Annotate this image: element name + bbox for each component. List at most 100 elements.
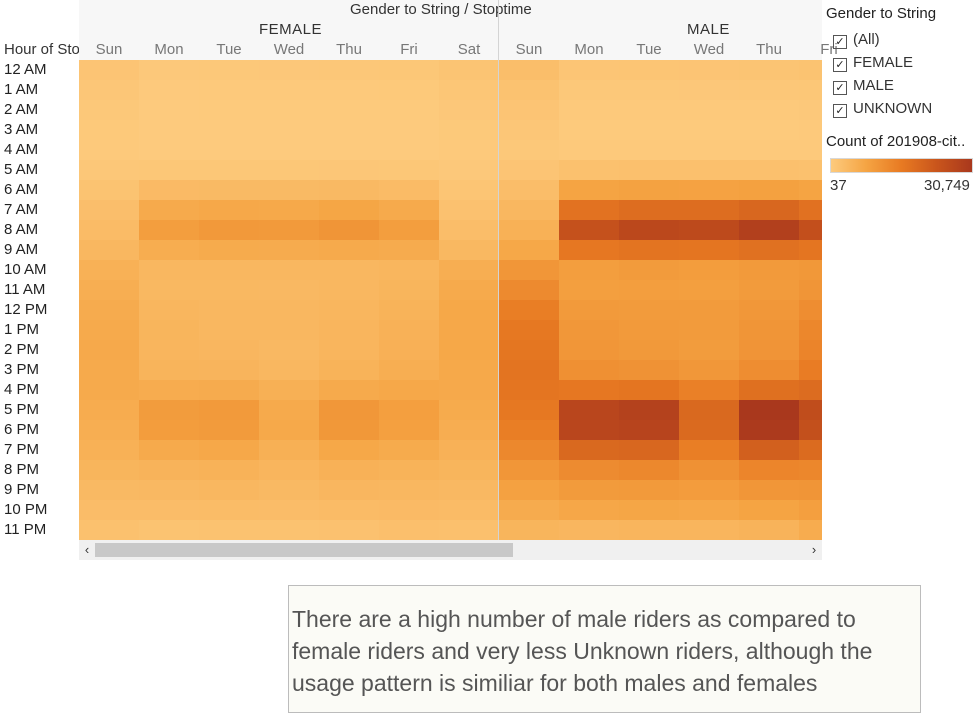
heatmap-cell[interactable] [79, 500, 139, 520]
heatmap-cell[interactable] [679, 100, 739, 120]
chevron-left-icon[interactable]: ‹ [84, 542, 90, 557]
heatmap-cell[interactable] [379, 220, 439, 240]
heatmap-cell[interactable] [199, 220, 259, 240]
heatmap-cell[interactable] [379, 500, 439, 520]
heatmap-cell[interactable] [559, 200, 619, 220]
heatmap-cell[interactable] [259, 480, 319, 500]
heatmap-cell[interactable] [79, 280, 139, 300]
heatmap-cell[interactable] [319, 500, 379, 520]
heatmap-cell[interactable] [559, 180, 619, 200]
heatmap-cell[interactable] [139, 320, 199, 340]
heatmap-cell[interactable] [379, 400, 439, 420]
heatmap-cell[interactable] [559, 240, 619, 260]
heatmap-cell[interactable] [199, 340, 259, 360]
heatmap-cell[interactable] [319, 380, 379, 400]
heatmap-cell[interactable] [559, 80, 619, 100]
heatmap-cell[interactable] [319, 440, 379, 460]
heatmap-cell[interactable] [679, 300, 739, 320]
heatmap-cell[interactable] [799, 360, 822, 380]
heatmap-cell[interactable] [499, 80, 559, 100]
heatmap-cell[interactable] [139, 420, 199, 440]
filter-option-all[interactable]: ✓ (All) [833, 31, 880, 51]
heatmap-cell[interactable] [259, 220, 319, 240]
heatmap-cell[interactable] [199, 360, 259, 380]
heatmap-cell[interactable] [259, 320, 319, 340]
heatmap-cell[interactable] [739, 440, 799, 460]
heatmap-cell[interactable] [199, 120, 259, 140]
heatmap-cell[interactable] [559, 140, 619, 160]
heatmap-cell[interactable] [739, 360, 799, 380]
heatmap-cell[interactable] [259, 80, 319, 100]
heatmap-cell[interactable] [739, 380, 799, 400]
heatmap-cell[interactable] [139, 220, 199, 240]
heatmap-cell[interactable] [619, 280, 679, 300]
heatmap-cell[interactable] [319, 460, 379, 480]
heatmap-cell[interactable] [739, 200, 799, 220]
heatmap-cell[interactable] [379, 120, 439, 140]
heatmap-cell[interactable] [799, 440, 822, 460]
heatmap-cell[interactable] [679, 460, 739, 480]
heatmap-cell[interactable] [199, 300, 259, 320]
heatmap-cell[interactable] [319, 220, 379, 240]
heatmap-cell[interactable] [199, 140, 259, 160]
heatmap-cell[interactable] [79, 240, 139, 260]
heatmap-cell[interactable] [79, 420, 139, 440]
heatmap-cell[interactable] [259, 60, 319, 80]
heatmap-cell[interactable] [499, 480, 559, 500]
heatmap-cell[interactable] [619, 500, 679, 520]
heatmap-cell[interactable] [139, 300, 199, 320]
heatmap-cell[interactable] [379, 60, 439, 80]
heatmap-grid[interactable] [79, 60, 822, 540]
heatmap-cell[interactable] [499, 440, 559, 460]
heatmap-cell[interactable] [559, 160, 619, 180]
heatmap-cell[interactable] [379, 480, 439, 500]
heatmap-cell[interactable] [499, 120, 559, 140]
heatmap-cell[interactable] [619, 440, 679, 460]
heatmap-cell[interactable] [79, 80, 139, 100]
heatmap-cell[interactable] [559, 260, 619, 280]
heatmap-cell[interactable] [439, 220, 499, 240]
heatmap-cell[interactable] [739, 240, 799, 260]
heatmap-cell[interactable] [319, 100, 379, 120]
heatmap-cell[interactable] [79, 440, 139, 460]
heatmap-cell[interactable] [559, 300, 619, 320]
heatmap-cell[interactable] [739, 280, 799, 300]
heatmap-cell[interactable] [439, 360, 499, 380]
heatmap-cell[interactable] [379, 180, 439, 200]
heatmap-cell[interactable] [259, 140, 319, 160]
heatmap-cell[interactable] [439, 80, 499, 100]
heatmap-cell[interactable] [439, 140, 499, 160]
heatmap-cell[interactable] [799, 480, 822, 500]
heatmap-cell[interactable] [139, 460, 199, 480]
heatmap-cell[interactable] [319, 360, 379, 380]
heatmap-cell[interactable] [439, 180, 499, 200]
heatmap-cell[interactable] [739, 60, 799, 80]
heatmap-cell[interactable] [379, 340, 439, 360]
heatmap-cell[interactable] [679, 480, 739, 500]
heatmap-cell[interactable] [379, 300, 439, 320]
filter-option-unknown[interactable]: ✓ UNKNOWN [833, 100, 932, 120]
heatmap-cell[interactable] [499, 240, 559, 260]
heatmap-cell[interactable] [79, 400, 139, 420]
heatmap-cell[interactable] [259, 160, 319, 180]
heatmap-cell[interactable] [499, 520, 559, 540]
heatmap-cell[interactable] [499, 360, 559, 380]
heatmap-cell[interactable] [439, 460, 499, 480]
heatmap-cell[interactable] [679, 380, 739, 400]
heatmap-cell[interactable] [259, 120, 319, 140]
heatmap-cell[interactable] [199, 160, 259, 180]
heatmap-cell[interactable] [739, 420, 799, 440]
heatmap-cell[interactable] [259, 440, 319, 460]
heatmap-cell[interactable] [499, 180, 559, 200]
heatmap-cell[interactable] [379, 80, 439, 100]
heatmap-cell[interactable] [319, 340, 379, 360]
heatmap-cell[interactable] [199, 400, 259, 420]
heatmap-cell[interactable] [199, 180, 259, 200]
heatmap-cell[interactable] [559, 100, 619, 120]
heatmap-cell[interactable] [139, 360, 199, 380]
heatmap-cell[interactable] [79, 380, 139, 400]
chevron-right-icon[interactable]: › [811, 542, 817, 557]
heatmap-cell[interactable] [319, 280, 379, 300]
heatmap-cell[interactable] [679, 320, 739, 340]
heatmap-cell[interactable] [259, 240, 319, 260]
